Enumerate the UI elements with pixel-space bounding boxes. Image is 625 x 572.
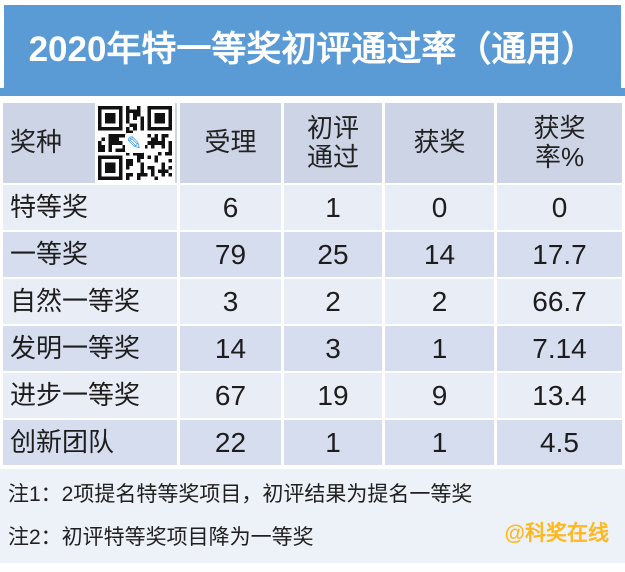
table-cell: 1 <box>284 185 382 230</box>
header-cell-award-type: 奖种 ✎ <box>3 103 177 183</box>
table-cell: 67 <box>180 373 281 418</box>
table-cell: 0 <box>385 185 494 230</box>
banner-underline-bar <box>0 88 625 96</box>
table-cell: 0 <box>497 185 622 230</box>
table-cell: 4.5 <box>497 420 622 465</box>
table-cell: 2 <box>284 279 382 324</box>
header-label-award-type: 奖种 <box>10 127 63 158</box>
qr-code-icon: ✎ <box>95 103 175 183</box>
page-title: 2020年特一等奖初评通过率（通用） <box>28 30 597 69</box>
table-cell: 1 <box>284 420 382 465</box>
table-cell: 2 <box>385 279 494 324</box>
table-cell: 1 <box>385 326 494 371</box>
table-cell: 3 <box>284 326 382 371</box>
results-table: 奖种 ✎ 受理 初评通过 获奖 获奖率% 特等奖 6 1 0 0 一等奖 79 … <box>0 103 625 465</box>
slide-page: 2020年特一等奖初评通过率（通用） 奖种 ✎ 受理 初评通过 获奖 获奖率% … <box>0 5 625 572</box>
header-cell-awarded: 获奖 <box>385 103 494 183</box>
table-cell: 17.7 <box>497 232 622 277</box>
table-cell: 1 <box>385 420 494 465</box>
table-cell: 14 <box>385 232 494 277</box>
svg-text:✎: ✎ <box>127 134 142 155</box>
table-cell: 19 <box>284 373 382 418</box>
note-line-2: 注2：初评特等奖项目降为一等奖 <box>8 526 314 549</box>
table-cell: 9 <box>385 373 494 418</box>
table-cell: 6 <box>180 185 281 230</box>
table-cell: 25 <box>284 232 382 277</box>
table-cell: 14 <box>180 326 281 371</box>
note-line-1: 注1：2项提名特等奖项目，初评结果为提名一等奖 <box>8 483 473 506</box>
row-label: 发明一等奖 <box>3 326 177 371</box>
header-cell-award-rate: 获奖率% <box>497 103 622 183</box>
row-label: 特等奖 <box>3 185 177 230</box>
row-label: 一等奖 <box>3 232 177 277</box>
watermark-text: @科奖在线 <box>504 522 609 545</box>
table-cell: 7.14 <box>497 326 622 371</box>
header-cell-accepted: 受理 <box>180 103 281 183</box>
table-cell: 13.4 <box>497 373 622 418</box>
row-label: 进步一等奖 <box>3 373 177 418</box>
table-cell: 66.7 <box>497 279 622 324</box>
table-cell: 22 <box>180 420 281 465</box>
header-cell-prelim-pass: 初评通过 <box>284 103 382 183</box>
title-banner: 2020年特一等奖初评通过率（通用） <box>4 5 621 88</box>
table-cell: 3 <box>180 279 281 324</box>
notes-section: 注1：2项提名特等奖项目，初评结果为提名一等奖 注2：初评特等奖项目降为一等奖 … <box>0 469 625 563</box>
row-label: 自然一等奖 <box>3 279 177 324</box>
row-label: 创新团队 <box>3 420 177 465</box>
table-cell: 79 <box>180 232 281 277</box>
